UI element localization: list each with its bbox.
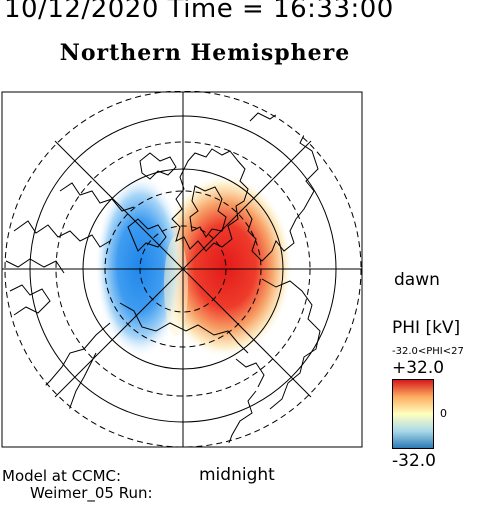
midnight-label: midnight: [199, 465, 275, 485]
hemisphere-title: Northern Hemisphere: [59, 40, 351, 66]
colorbar-min-label: -32.0: [392, 451, 436, 471]
mlt-lines: [2, 92, 362, 447]
colorbar-title: PHI [kV]: [392, 318, 461, 338]
potential-transition: [164, 236, 188, 336]
run-label: Weimer_05 Run:: [30, 484, 153, 502]
date-time-title: 10/12/2020 Time = 16:33:00: [4, 0, 394, 24]
colorbar-max-label: +32.0: [392, 358, 445, 378]
dawn-label: dawn: [394, 270, 440, 290]
colorbar-range: -32.0<PHI<27: [392, 346, 464, 357]
negative-potential-cell: [95, 174, 185, 358]
colorbar-zero-label: 0: [440, 407, 447, 420]
colorbar: [392, 379, 434, 449]
model-label: Model at CCMC:: [2, 467, 122, 485]
positive-potential-cell: [157, 174, 293, 358]
polar-potential-map: [1, 91, 363, 449]
